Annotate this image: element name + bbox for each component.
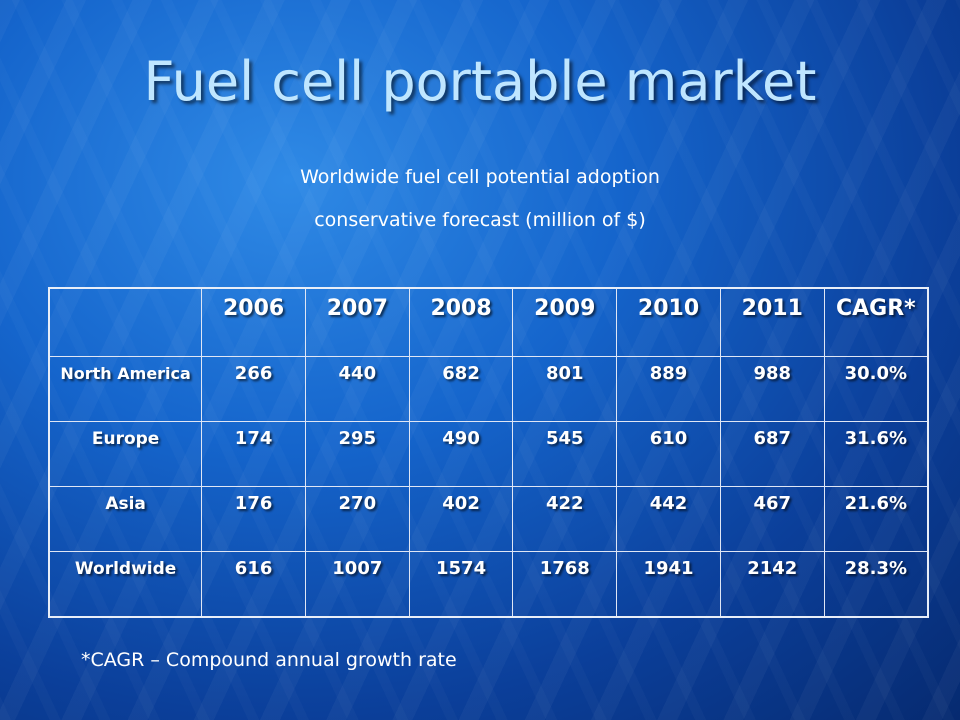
table-row: Europe 174 295 490 545 610 687 31.6% <box>48 421 929 487</box>
table-row: North America 266 440 682 801 889 988 30… <box>48 356 929 422</box>
header-cagr: CAGR* <box>823 287 929 357</box>
table-cell: 266 <box>201 356 306 422</box>
table-cell: 1007 <box>304 551 410 618</box>
table-cell: 988 <box>719 356 825 422</box>
table-cell: 610 <box>616 421 721 487</box>
table-cell: 440 <box>304 356 410 422</box>
header-year: 2011 <box>719 287 825 357</box>
table-cell: 889 <box>616 356 721 422</box>
table-cell: 687 <box>719 421 825 487</box>
table-cell: 490 <box>408 421 514 487</box>
table-cell: 295 <box>304 421 410 487</box>
table-header-row: 2006 2007 2008 2009 2010 2011 CAGR* <box>48 287 929 357</box>
table-cell: 30.0% <box>823 356 929 422</box>
header-year: 2008 <box>408 287 514 357</box>
table-cell: 174 <box>201 421 306 487</box>
market-table: 2006 2007 2008 2009 2010 2011 CAGR* Nort… <box>48 287 929 618</box>
table-row: Asia 176 270 402 422 442 467 21.6% <box>48 486 929 552</box>
table-cell: 682 <box>408 356 514 422</box>
row-label: Asia <box>48 486 203 552</box>
table-cell: 616 <box>201 551 306 618</box>
row-label: Europe <box>48 421 203 487</box>
table-row: Worldwide 616 1007 1574 1768 1941 2142 2… <box>48 551 929 618</box>
table-corner-cell <box>48 287 203 357</box>
table-cell: 270 <box>304 486 410 552</box>
table-cell: 21.6% <box>823 486 929 552</box>
table-cell: 545 <box>512 421 618 487</box>
cagr-footnote: *CAGR – Compound annual growth rate <box>81 649 457 671</box>
row-label: North America <box>48 356 203 422</box>
table-cell: 31.6% <box>823 421 929 487</box>
table-cell: 1768 <box>512 551 618 618</box>
table-cell: 176 <box>201 486 306 552</box>
header-year: 2007 <box>304 287 410 357</box>
table-cell: 402 <box>408 486 514 552</box>
row-label: Worldwide <box>48 551 203 618</box>
table-cell: 1941 <box>616 551 721 618</box>
table-cell: 2142 <box>719 551 825 618</box>
table-cell: 422 <box>512 486 618 552</box>
table-cell: 801 <box>512 356 618 422</box>
header-year: 2010 <box>616 287 721 357</box>
header-year: 2009 <box>512 287 618 357</box>
slide-title: Fuel cell portable market <box>143 50 817 113</box>
subtitle-line-1: Worldwide fuel cell potential adoption <box>300 166 660 188</box>
table-cell: 442 <box>616 486 721 552</box>
table-cell: 1574 <box>408 551 514 618</box>
subtitle-line-2: conservative forecast (million of $) <box>314 209 646 231</box>
header-year: 2006 <box>201 287 306 357</box>
table-cell: 28.3% <box>823 551 929 618</box>
table-cell: 467 <box>719 486 825 552</box>
